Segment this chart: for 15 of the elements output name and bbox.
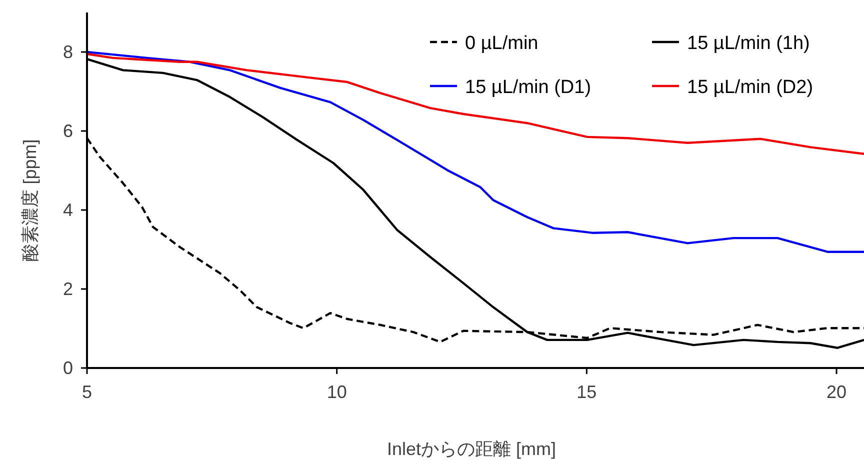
x-axis-title: Inletからの距離 [mm] bbox=[386, 439, 556, 459]
y-tick-label: 0 bbox=[62, 358, 73, 378]
legend-label: 0 µL/min bbox=[465, 33, 538, 54]
x-tick-label: 5 bbox=[82, 382, 92, 402]
y-tick-label: 6 bbox=[62, 121, 73, 141]
y-axis-title: 酸素濃度 [ppm] bbox=[20, 139, 40, 262]
x-tick-label: 10 bbox=[326, 382, 347, 402]
x-tick-label: 15 bbox=[576, 382, 597, 402]
y-tick-label: 2 bbox=[62, 279, 73, 299]
y-tick-label: 4 bbox=[62, 200, 73, 220]
legend-label: 15 µL/min (1h) bbox=[687, 33, 810, 54]
x-tick-label: 20 bbox=[826, 382, 847, 402]
legend-label: 15 µL/min (D2) bbox=[687, 77, 814, 98]
y-tick-label: 8 bbox=[62, 42, 73, 62]
legend-label: 15 µL/min (D1) bbox=[465, 77, 592, 98]
